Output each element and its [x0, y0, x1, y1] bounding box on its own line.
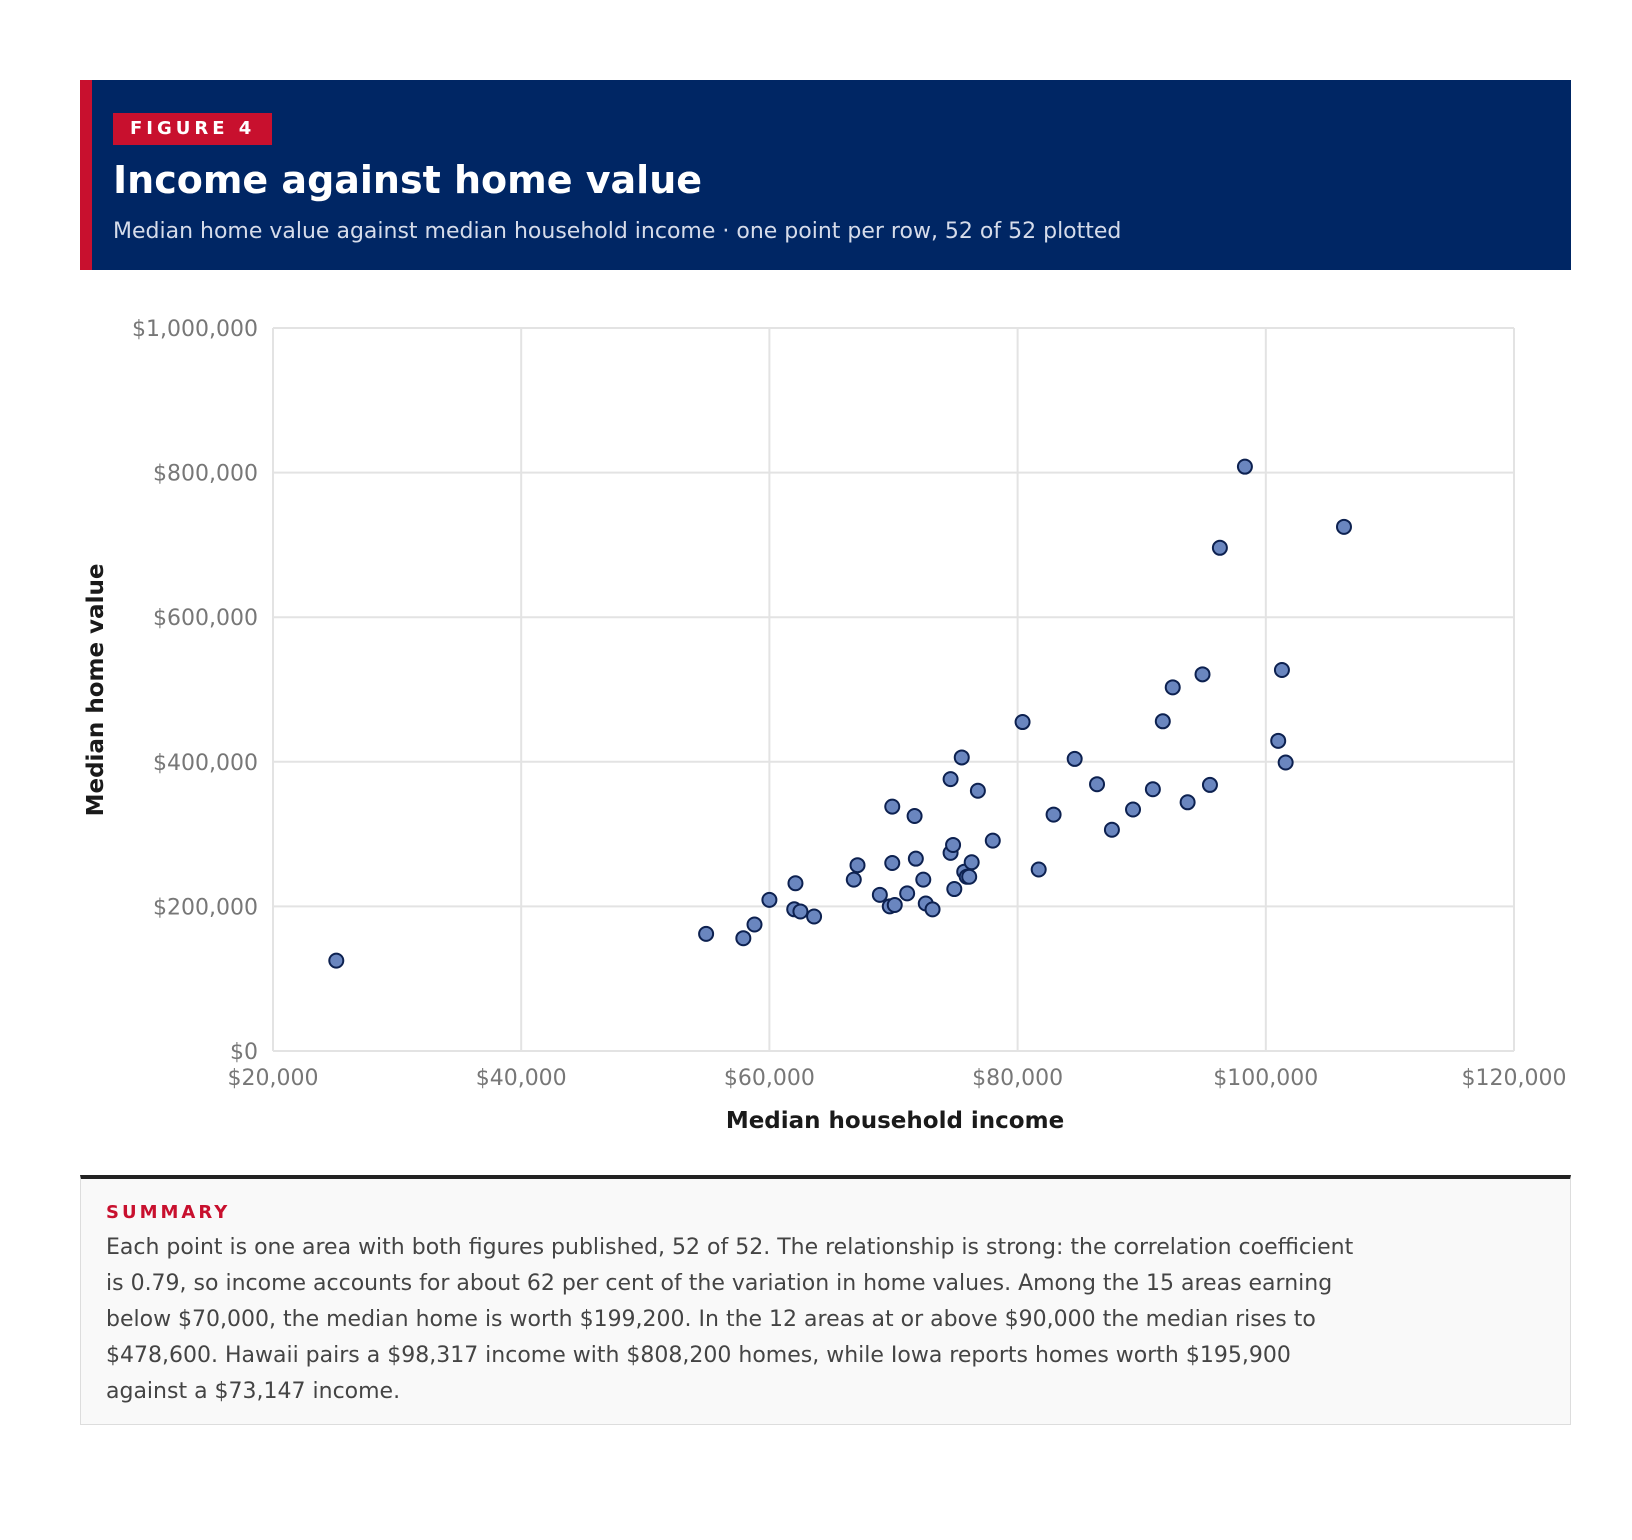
data-point [969, 782, 986, 799]
x-tick-label: $40,000 [476, 1066, 567, 1091]
data-point [884, 855, 901, 872]
x-tick-label: $100,000 [1213, 1066, 1318, 1091]
scatter-points [328, 458, 1352, 969]
figure-header: FIGURE 4 Income against home value Media… [80, 80, 1571, 270]
data-point [1201, 776, 1218, 793]
data-point [698, 925, 715, 942]
data-point [906, 808, 923, 825]
y-tick-label: $1,000,000 [132, 317, 258, 342]
data-point [871, 886, 888, 903]
data-point [1164, 679, 1181, 696]
chart-subtitle: Median home value against median househo… [113, 219, 1122, 244]
data-point [1194, 666, 1211, 683]
x-tick-label: $120,000 [1462, 1066, 1567, 1091]
data-point [1125, 801, 1142, 818]
data-point [886, 896, 903, 913]
grid-lines [272, 327, 1515, 1052]
data-point [1103, 821, 1120, 838]
data-point [961, 868, 978, 885]
header-accent-bar [80, 80, 92, 270]
figure-badge: FIGURE 4 [113, 113, 273, 145]
data-point [1179, 794, 1196, 811]
summary-panel: SUMMARY Each point is one area with both… [80, 1175, 1571, 1425]
data-point [984, 832, 1001, 849]
data-point [915, 871, 932, 888]
data-point [924, 901, 941, 918]
data-point [963, 854, 980, 871]
y-axis-ticks: $0 $200,000 $400,000 $600,000 $800,000 $1,000… [132, 317, 258, 1065]
x-tick-label: $20,000 [228, 1066, 319, 1091]
data-point [946, 881, 963, 898]
y-axis-label: Median home value [83, 564, 109, 817]
data-point [1045, 806, 1062, 823]
data-point [899, 885, 916, 902]
y-tick-label: $0 [230, 1040, 258, 1065]
data-point [746, 916, 763, 933]
data-point [1277, 754, 1294, 771]
data-point [884, 798, 901, 815]
data-point [328, 952, 345, 969]
data-point [942, 771, 959, 788]
data-point [1144, 781, 1161, 798]
data-point [1030, 861, 1047, 878]
data-point [1211, 539, 1228, 556]
data-point [806, 908, 823, 925]
y-tick-label: $600,000 [153, 606, 258, 631]
x-axis-ticks: $20,000 $40,000 $60,000 $80,000 $100,000 $120… [228, 1066, 1567, 1091]
chart-title: Income against home value [113, 158, 703, 202]
x-tick-label: $60,000 [724, 1066, 815, 1091]
data-point [907, 850, 924, 867]
scatter-chart: $20,000 $40,000 $60,000 $80,000 $100,000 $120… [83, 317, 1567, 1134]
x-axis-label: Median household income [726, 1108, 1064, 1134]
data-point [1236, 458, 1253, 475]
data-point [735, 930, 752, 947]
x-tick-label: $80,000 [972, 1066, 1063, 1091]
data-point [849, 857, 866, 874]
data-point [1273, 661, 1290, 678]
data-point [845, 871, 862, 888]
data-point [761, 891, 778, 908]
y-tick-label: $200,000 [153, 895, 258, 920]
data-point [792, 903, 809, 920]
summary-label: SUMMARY [106, 1202, 231, 1223]
data-point [1154, 713, 1171, 730]
data-point [1014, 714, 1031, 731]
y-tick-label: $800,000 [153, 462, 258, 487]
summary-text: Each point is one area with both figures… [106, 1235, 1354, 1404]
data-point [787, 875, 804, 892]
data-point [945, 836, 962, 853]
y-tick-label: $400,000 [153, 751, 258, 776]
data-point [1335, 518, 1352, 535]
data-point [1270, 732, 1287, 749]
data-point [1089, 776, 1106, 793]
data-point [1066, 750, 1083, 767]
data-point [953, 749, 970, 766]
